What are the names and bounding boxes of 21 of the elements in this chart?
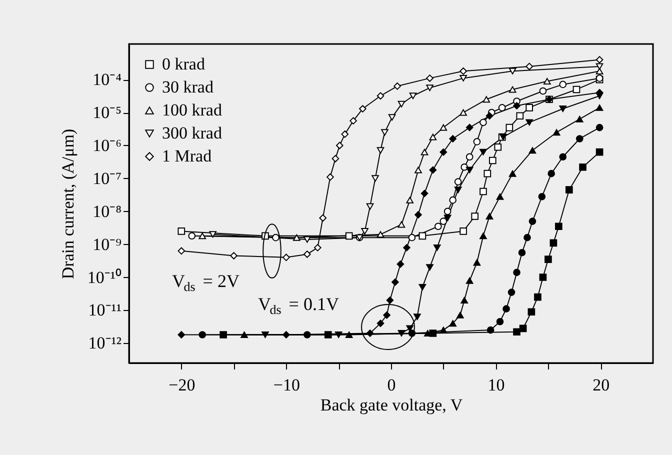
y-tick-label: 10⁻⁸ [92, 202, 122, 221]
legend-label: 30 krad [162, 78, 214, 96]
x-tick-label: 20 [592, 376, 610, 394]
y-tick-label: 10⁻⁵ [92, 103, 122, 122]
y-tick-label: 10⁻⁶ [92, 136, 122, 155]
x-tick-label: −20 [168, 376, 196, 394]
y-axis-title: Drain current, (A/μm) [58, 128, 78, 280]
x-axis-title: Back gate voltage, V [320, 396, 464, 414]
y-tick-label: 10⁻¹² [88, 334, 122, 353]
y-tick-label: 10⁻⁹ [92, 234, 122, 254]
x-tick-label: 0 [387, 376, 396, 394]
x-tick-label: 10 [488, 376, 505, 394]
legend-label: 300 krad [162, 124, 222, 142]
x-tick-label: −10 [273, 376, 300, 394]
legend-label: 0 krad [162, 54, 206, 74]
legend-label: 100 krad [162, 100, 222, 120]
y-tick-label: 10⁻¹⁰ [87, 268, 122, 287]
y-tick-label: 10⁻⁷ [92, 168, 122, 188]
y-tick-label: 10⁻¹¹ [88, 300, 122, 320]
legend-label: 1 Mrad [162, 146, 212, 166]
y-tick-label: 10⁻⁴ [92, 70, 122, 90]
